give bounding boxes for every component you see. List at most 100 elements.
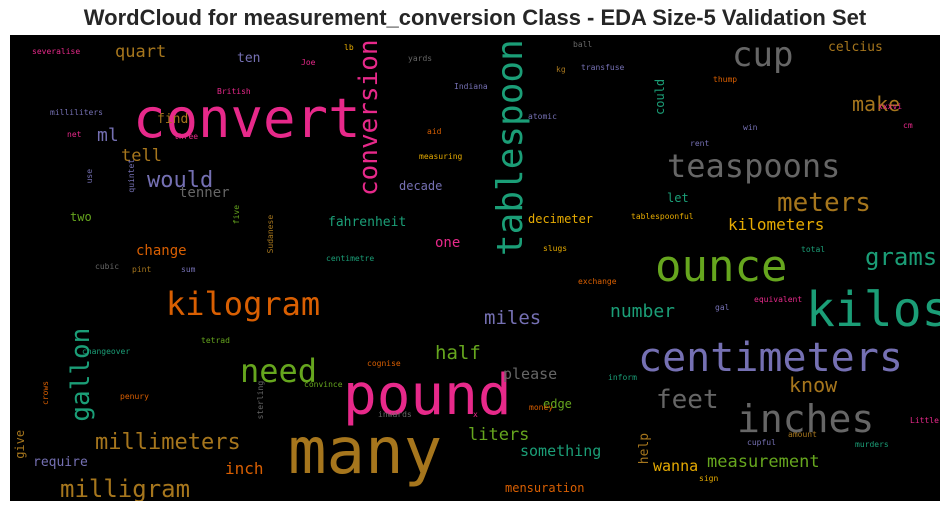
- word-three: three: [174, 132, 198, 141]
- word-find: find: [157, 112, 188, 127]
- word-convince: convince: [304, 380, 343, 389]
- word-tenner: tenner: [179, 185, 230, 201]
- word-tablespoonful: tablespoonful: [631, 212, 694, 221]
- word-require: require: [33, 455, 88, 470]
- word-celcius: celcius: [828, 40, 883, 55]
- word-tell: tell: [121, 146, 162, 166]
- word-would: would: [147, 168, 213, 193]
- word-know: know: [789, 373, 838, 397]
- word-cognise: cognise: [367, 359, 401, 368]
- word-total: total: [801, 245, 825, 254]
- word-money: money: [529, 403, 553, 412]
- word-kilometers: kilometers: [728, 215, 824, 234]
- word-cm: cm: [903, 121, 913, 130]
- word-millimeters: millimeters: [95, 430, 241, 455]
- word-wanna: wanna: [653, 457, 698, 475]
- word-use: use: [85, 169, 94, 184]
- word-could: could: [653, 79, 667, 115]
- word-ten: ten: [237, 51, 260, 66]
- word-sterling: sterling: [256, 381, 265, 420]
- word-slugs: slugs: [543, 244, 567, 253]
- word-decade: decade: [399, 179, 442, 193]
- word-mensuration: mensuration: [505, 481, 584, 495]
- word-give: give: [13, 430, 27, 459]
- word-xxxvi: xxxvi: [878, 102, 902, 111]
- word-net: net: [67, 130, 82, 139]
- word-edge: edge: [543, 397, 572, 411]
- word-fahrenheit: fahrenheit: [328, 215, 406, 230]
- word-quintet: quintet: [127, 159, 136, 193]
- word-tetrad: tetrad: [201, 336, 230, 345]
- word-british: British: [217, 87, 251, 96]
- word-gal: gal: [715, 303, 730, 312]
- word-inform: inform: [608, 373, 637, 382]
- word-exchange: exchange: [578, 277, 617, 286]
- word-atomic: atomic: [528, 112, 557, 121]
- word-five: five: [232, 205, 241, 224]
- word-win: win: [743, 123, 758, 132]
- word-make: make: [852, 92, 900, 116]
- word-measuring: measuring: [419, 152, 463, 161]
- word-lb: lb: [344, 43, 354, 52]
- word-murders: murders: [855, 440, 889, 449]
- word-help: help: [637, 433, 652, 464]
- word-cup: cup: [732, 35, 793, 75]
- word-quart: quart: [115, 42, 166, 62]
- word-penury: penury: [120, 392, 149, 401]
- word-convert: convert: [133, 87, 361, 150]
- word-thump: thump: [713, 75, 737, 84]
- word-let: let: [667, 191, 689, 205]
- word-need: need: [240, 352, 317, 390]
- word-cupful: cupful: [747, 438, 776, 447]
- word-number: number: [610, 301, 675, 322]
- word-pound: pound: [343, 363, 512, 428]
- word-grams: grams: [865, 243, 937, 271]
- word-changeover: changeover: [82, 347, 130, 356]
- word-sum: sum: [181, 265, 196, 274]
- word-decimeter: decimeter: [528, 212, 593, 226]
- word-amount: amount: [788, 430, 817, 439]
- word-tablespoon: tablespoon: [490, 39, 531, 256]
- word-one: one: [435, 235, 460, 251]
- word-kilos: kilos: [806, 282, 940, 338]
- word-many: many: [288, 415, 442, 489]
- word-little: Little: [910, 416, 939, 425]
- word-inch: inch: [225, 459, 264, 478]
- word-measurement: measurement: [707, 452, 820, 472]
- wordcloud-svg: many convert pound kilos ounce centimeters tab…: [13, 35, 940, 501]
- word-inwards: inwards: [378, 410, 412, 419]
- word-milligram: milligram: [60, 475, 190, 501]
- word-ounce: ounce: [655, 241, 787, 292]
- word-feet: feet: [656, 385, 719, 415]
- word-equivalent: equivalent: [754, 295, 802, 304]
- word-two: two: [70, 210, 92, 224]
- word-milliliters: milliliters: [50, 108, 103, 117]
- word-kg: kg: [556, 65, 566, 74]
- word-sudanese: Sudanese: [266, 215, 275, 254]
- word-meters: meters: [777, 188, 871, 218]
- word-half: half: [435, 342, 481, 364]
- word-sign: sign: [699, 474, 718, 483]
- word-gallon: gallon: [66, 328, 96, 422]
- word-indiana: Indiana: [454, 82, 488, 91]
- word-pint: pint: [132, 265, 151, 274]
- wordcloud-panel: many convert pound kilos ounce centimeters tab…: [10, 35, 940, 501]
- word-centimetre: centimetre: [326, 254, 374, 263]
- chart-title: WordCloud for measurement_conversion Cla…: [83, 5, 867, 30]
- word-kilogram: kilogram: [166, 285, 320, 323]
- word-miles: miles: [484, 307, 541, 329]
- word-aid: aid: [427, 127, 442, 136]
- word-x: x: [473, 410, 478, 419]
- word-ball: ball: [573, 40, 592, 49]
- word-yards: yards: [408, 54, 432, 63]
- word-liters: liters: [468, 425, 529, 445]
- word-crows: crows: [41, 381, 50, 405]
- word-rent: rent: [690, 139, 709, 148]
- word-cubic: cubic: [95, 262, 119, 271]
- word-something: something: [520, 442, 601, 460]
- word-teaspoons: teaspoons: [667, 147, 840, 185]
- word-centimeters: centimeters: [638, 335, 903, 381]
- word-severalise: severalise: [32, 47, 80, 56]
- word-inches: inches: [737, 397, 874, 441]
- word-conversion: conversion: [354, 39, 384, 196]
